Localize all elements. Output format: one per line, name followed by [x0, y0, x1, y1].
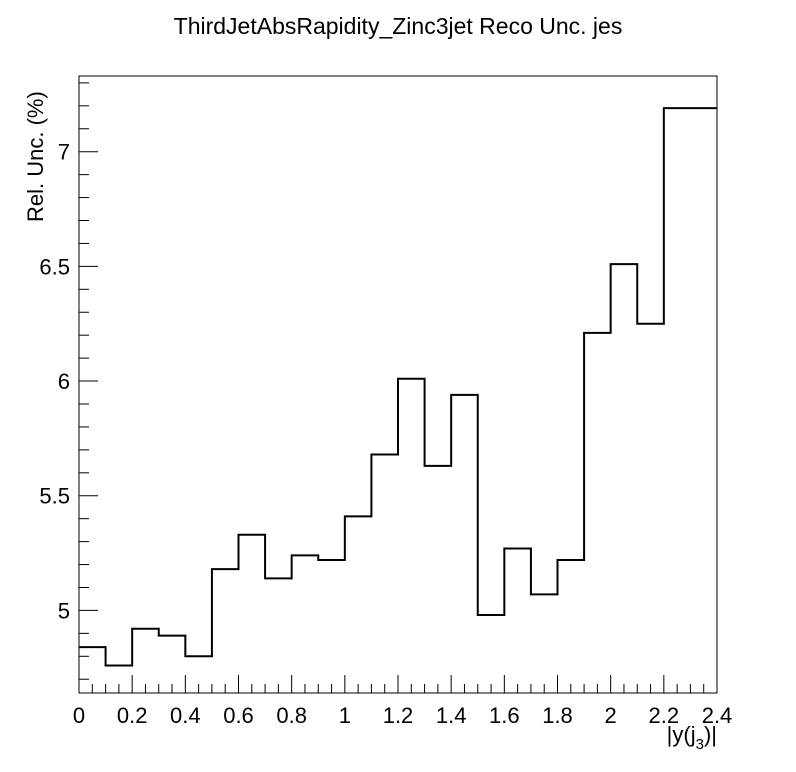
ticks-layer: 0 0.2 0.4 0.6 0.8 1 1.2 1.4 1.6 1.8 2 2.2 2.4 5 5.5 6 6.… [39, 82, 733, 728]
data-layer [79, 107, 717, 667]
x-tick-label: 0 [73, 703, 85, 728]
y-tick-label: 5.5 [39, 484, 70, 509]
x-tick-label: 2.2 [649, 703, 680, 728]
y-tick-label: 5 [58, 598, 70, 623]
x-tick-label: 1 [339, 703, 351, 728]
y-tick-label: 6 [58, 369, 70, 394]
x-tick-label: 0.6 [223, 703, 254, 728]
x-tick-label: 0.2 [117, 703, 148, 728]
x-tick-label: 1.4 [436, 703, 467, 728]
x-tick-label: 1.2 [383, 703, 414, 728]
x-axis-label-main: |y(j [667, 722, 696, 747]
y-tick-label: 6.5 [39, 254, 70, 279]
x-tick-label: 1.6 [489, 703, 520, 728]
x-axis-label-suffix: )| [704, 722, 717, 747]
histogram-line [79, 107, 717, 667]
x-tick-label: 1.8 [542, 703, 573, 728]
x-tick-label: 0.4 [170, 703, 201, 728]
x-tick-label: 2 [605, 703, 617, 728]
y-axis-label: Rel. Unc. (%) [23, 91, 48, 222]
x-axis-label: |y(j3)| [667, 722, 717, 753]
x-tick-label: 0.8 [276, 703, 307, 728]
x-axis-label-subscript: 3 [696, 736, 704, 753]
y-tick-label: 7 [58, 140, 70, 165]
chart-title: ThirdJetAbsRapidity_Zinc3jet Reco Unc. j… [174, 13, 623, 39]
x-tick-label: 2.4 [702, 703, 733, 728]
